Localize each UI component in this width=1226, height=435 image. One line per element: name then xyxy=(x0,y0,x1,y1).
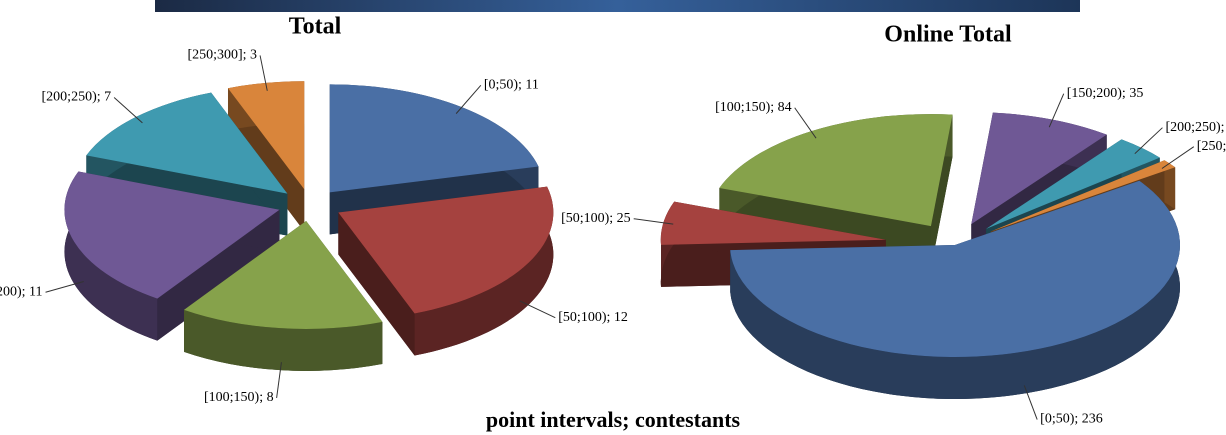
leader-line xyxy=(1162,147,1194,169)
data-label: [50;100); 12 xyxy=(558,310,628,325)
data-label: [0;50); 236 xyxy=(1040,412,1103,427)
data-label: [150;200); 11 xyxy=(0,284,43,299)
leader-line xyxy=(456,85,481,113)
data-label: [250;300]; 5 xyxy=(1197,139,1226,154)
data-label: [50;100); 25 xyxy=(561,211,631,226)
data-label: [0;50); 11 xyxy=(484,78,539,93)
data-label: [100;150); 8 xyxy=(204,390,274,405)
leader-line xyxy=(1135,128,1163,154)
chart-title: Online Total xyxy=(884,22,1012,48)
data-label: [200;250); 7 xyxy=(42,90,112,105)
chart: Total Online Total point intervals; cont… xyxy=(0,0,1226,435)
data-label: [150;200); 35 xyxy=(1067,86,1144,101)
banner xyxy=(155,0,1080,12)
data-label: [100;150); 84 xyxy=(715,100,792,115)
caption: point intervals; contestants xyxy=(486,407,741,432)
chart-title: Total xyxy=(289,14,342,40)
leader-line xyxy=(520,301,555,318)
data-label: [250;300]; 3 xyxy=(187,48,257,63)
data-label: [200;250); 15 xyxy=(1165,120,1226,135)
leader-line xyxy=(114,97,142,122)
